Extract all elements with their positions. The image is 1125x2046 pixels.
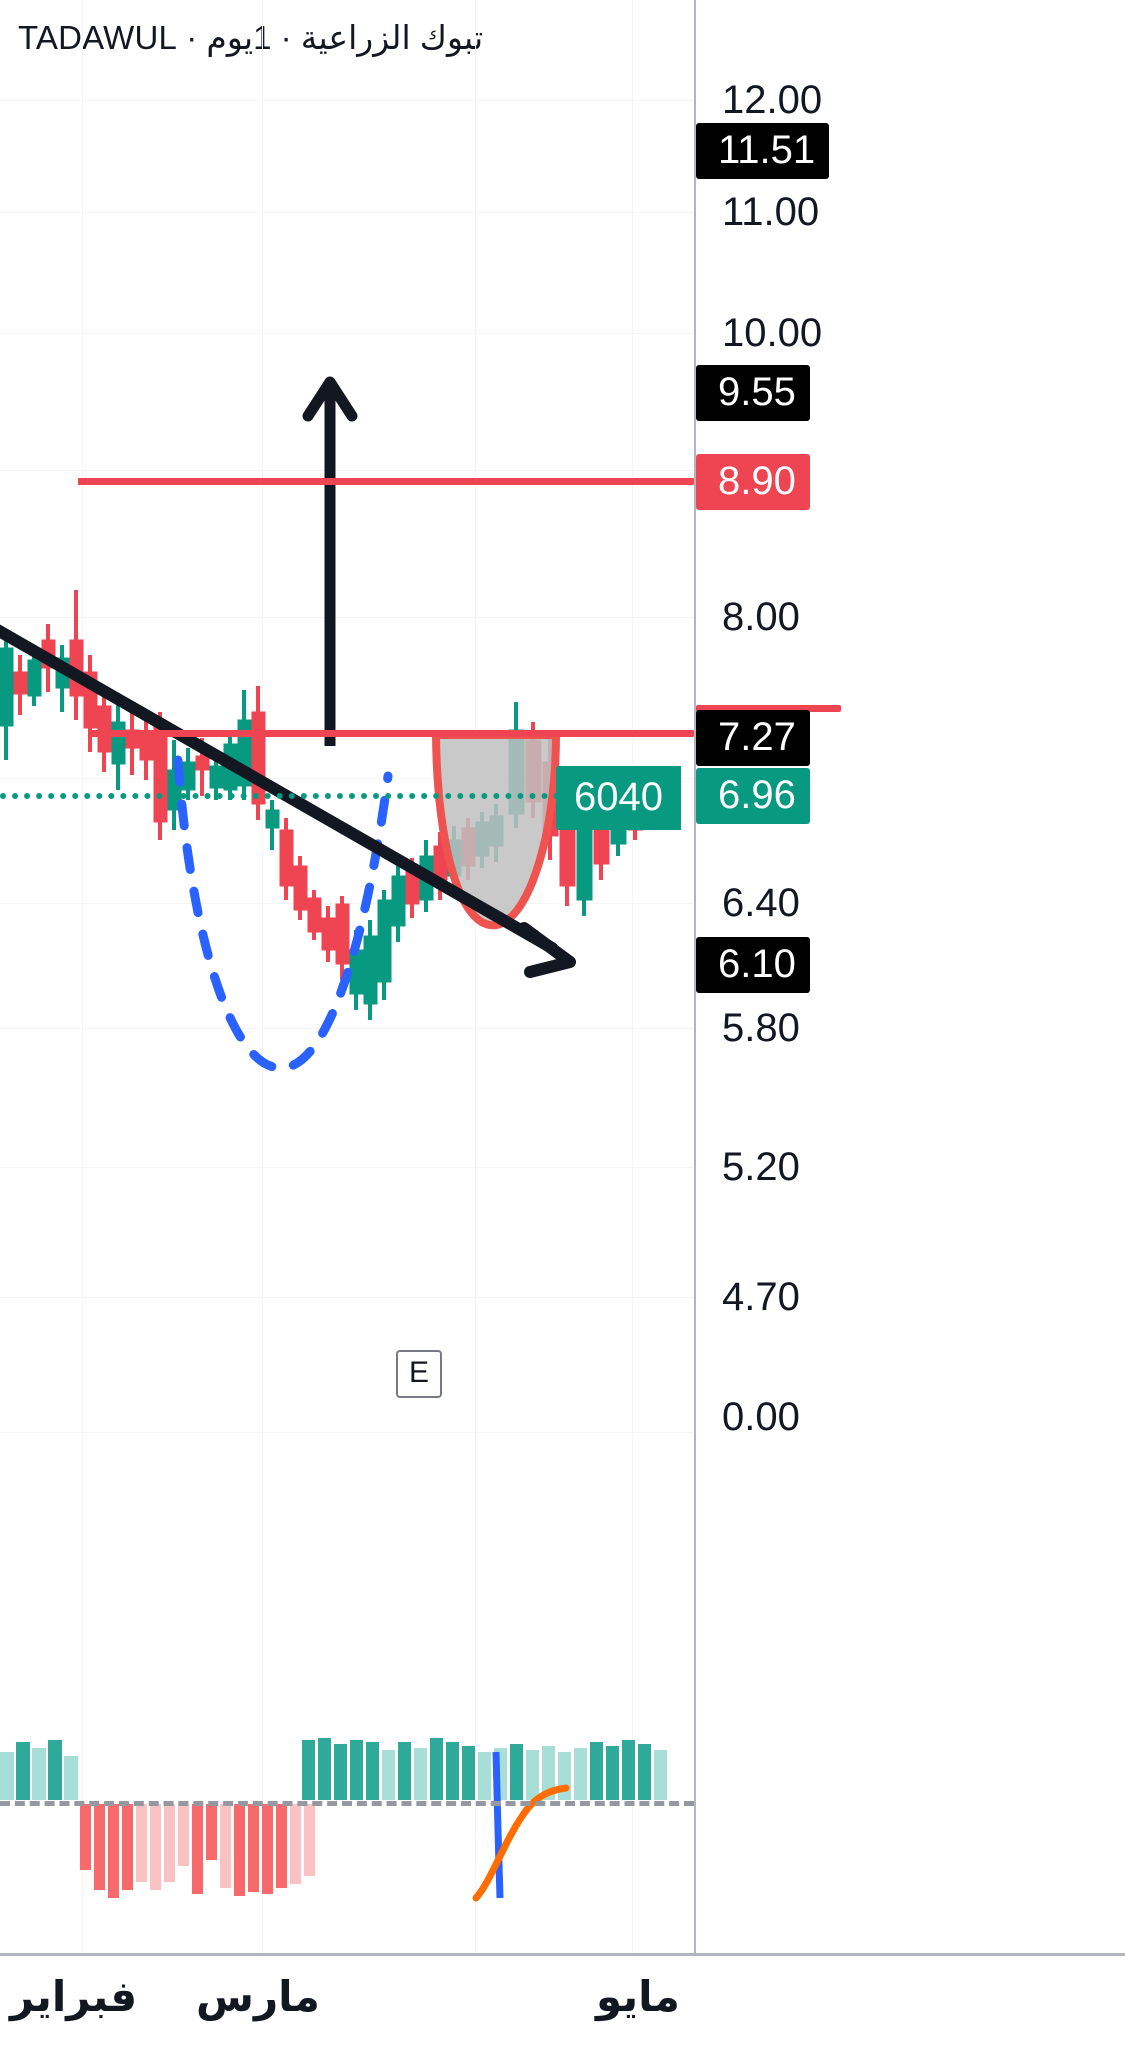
gridline bbox=[0, 470, 694, 471]
gridline bbox=[0, 1028, 694, 1029]
downtrend-line bbox=[0, 624, 558, 954]
gridline bbox=[82, 0, 83, 1953]
price-tick: 5.20 bbox=[722, 1145, 800, 1189]
chart-plot-area[interactable]: E bbox=[0, 0, 694, 1953]
gridline bbox=[0, 333, 694, 334]
volume-series bbox=[0, 1738, 667, 1898]
price-tick: 10.00 bbox=[722, 311, 823, 355]
earnings-marker[interactable]: E bbox=[396, 1350, 443, 1398]
time-tick-label: مارس bbox=[196, 1973, 320, 2020]
price-badge[interactable]: 11.51 bbox=[696, 123, 830, 179]
chart-canvas[interactable] bbox=[0, 0, 694, 1953]
gridline bbox=[0, 212, 694, 213]
resistance-line-lower[interactable] bbox=[90, 730, 694, 737]
chart-title: تبوك الزراعية · 1يوم · TADAWUL bbox=[18, 19, 484, 56]
resistance-axis-marker bbox=[696, 705, 841, 712]
symbol-price-tag[interactable]: 6040 bbox=[556, 766, 681, 830]
macd-line bbox=[472, 1784, 570, 1902]
gridline bbox=[0, 1297, 694, 1298]
volume-zero-line bbox=[0, 1801, 694, 1806]
price-badge[interactable]: 7.27 bbox=[696, 710, 810, 766]
time-tick-label: فبراير bbox=[10, 1973, 138, 2020]
downtrend-arrowhead bbox=[518, 922, 576, 978]
gridline bbox=[0, 778, 694, 779]
gridline bbox=[0, 1167, 694, 1168]
time-axis[interactable]: مايو مارس فبراير bbox=[0, 1953, 1125, 2046]
gridline bbox=[262, 0, 263, 1953]
price-badge[interactable]: 6.96 bbox=[696, 768, 810, 824]
gridline bbox=[0, 1432, 694, 1433]
price-tick: 8.00 bbox=[722, 595, 800, 639]
cup-pattern-dashed bbox=[173, 755, 393, 1073]
gridline bbox=[0, 617, 694, 618]
price-tick: 6.40 bbox=[722, 881, 800, 925]
price-tick: 12.00 bbox=[722, 78, 823, 122]
gridline bbox=[475, 0, 476, 1953]
price-axis[interactable]: 12.00 11.00 10.00 8.00 6.40 5.80 5.20 4.70 0.00 … bbox=[694, 0, 1125, 1953]
price-badge[interactable]: 6.10 bbox=[696, 937, 810, 993]
handle-pattern-cup bbox=[432, 731, 560, 930]
price-tick: 0.00 bbox=[722, 1395, 800, 1439]
target-arrow-head bbox=[302, 376, 358, 422]
price-badge[interactable]: 9.55 bbox=[696, 365, 810, 421]
price-tick: 11.00 bbox=[722, 190, 820, 234]
price-badge[interactable]: 8.90 bbox=[696, 454, 810, 510]
last-price-line bbox=[0, 793, 560, 799]
time-tick-label: مايو bbox=[596, 1973, 680, 2020]
macd-signal-line bbox=[492, 1751, 504, 1899]
gridline bbox=[632, 0, 633, 1953]
gridline bbox=[0, 100, 694, 101]
resistance-line-upper[interactable] bbox=[78, 478, 694, 485]
price-tick: 5.80 bbox=[722, 1006, 800, 1050]
price-tick: 4.70 bbox=[722, 1275, 800, 1319]
